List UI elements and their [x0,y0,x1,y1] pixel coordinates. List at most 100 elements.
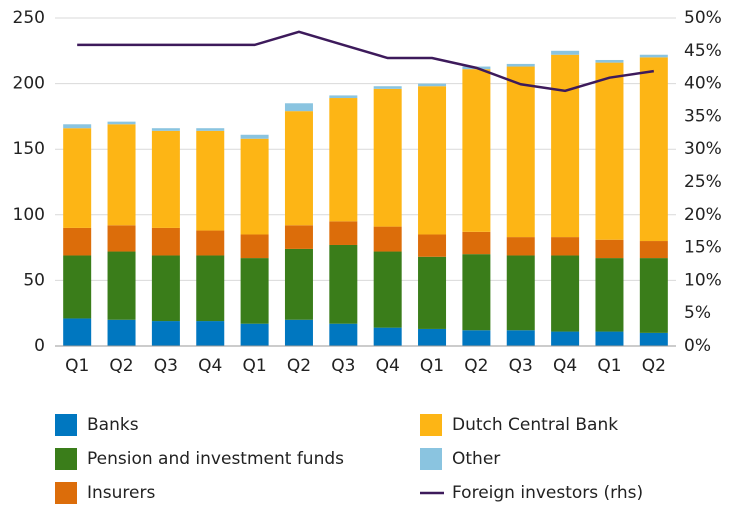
bar-segment [151,227,180,256]
y-tick-label: 200 [13,74,45,94]
bar-segment [373,86,402,89]
bar-segment [329,323,358,346]
bar-segment [639,241,668,259]
bar-segment [462,69,491,232]
y2-tick-label: 45% [684,41,722,61]
bar-segment [595,59,624,63]
bar-segment [196,321,225,346]
bar-segment [329,95,358,99]
y-tick-label: 100 [13,205,45,225]
bar-segment [639,332,668,346]
x-tick-label: Q1 [65,356,89,376]
y2-tick-label: 5% [684,303,711,323]
bar-segment [63,255,92,319]
legend-swatch [420,448,442,470]
y2-tick-label: 40% [684,74,722,94]
bar-segment [196,230,225,256]
x-tick-label: Q4 [553,356,577,376]
bar-segment [373,251,402,328]
y2-tick-label: 10% [684,270,722,290]
bar-segment [196,128,225,131]
bar-segment [462,254,491,331]
bar-segment [373,88,402,227]
bar-segment [329,98,358,222]
y2-tick-label: 25% [684,172,722,192]
bar-segment [284,319,313,346]
x-tick-label: Q2 [464,356,488,376]
x-tick-label: Q3 [509,356,533,376]
y-tick-label: 0 [34,336,45,356]
bar-segment [151,321,180,346]
bar-segment [462,330,491,346]
bar-segment [506,237,535,256]
y2-tick-label: 35% [684,106,722,126]
y-tick-label: 250 [13,8,45,28]
bar-segment [595,331,624,346]
x-tick-label: Q1 [243,356,267,376]
bar-segment [151,255,180,322]
bar-segment [196,130,225,231]
bar-segment [107,124,136,226]
y-tick-label: 150 [13,139,45,159]
bar-segment [506,255,535,331]
bar-segment [107,251,136,320]
bar-segment [595,258,624,332]
y-tick-label: 50 [23,270,45,290]
bar-segment [418,256,447,329]
legend-label: Foreign investors (rhs) [452,483,643,503]
bar-segment [240,234,269,259]
legend-label: Insurers [87,483,155,503]
legend-label: Pension and investment funds [87,449,344,469]
bar-segment [506,63,535,67]
bar-segment [151,130,180,228]
bar-segment [462,231,491,255]
legend-label: Dutch Central Bank [452,415,618,435]
x-tick-label: Q3 [154,356,178,376]
bar-segment [107,225,136,252]
legend-swatch [55,414,77,436]
legend-swatch [420,414,442,436]
bar-segment [595,239,624,259]
y2-tick-label: 50% [684,8,722,28]
bar-segment [418,328,447,346]
bar-segment [63,128,92,228]
bar-segment [107,121,136,125]
bar-segment [240,323,269,346]
legend-swatch [55,448,77,470]
x-tick-label: Q4 [198,356,222,376]
bar-segment [151,128,180,131]
bar-segment [418,234,447,257]
legend-swatch [55,482,77,504]
bar-segment [418,83,447,87]
x-tick-label: Q2 [287,356,311,376]
bar-segment [373,226,402,252]
x-tick-label: Q2 [109,356,133,376]
bar-segment [329,221,358,245]
bar-segment [551,50,580,55]
x-tick-label: Q3 [331,356,355,376]
x-tick-label: Q2 [642,356,666,376]
x-tick-label: Q4 [376,356,400,376]
bar-segment [418,86,447,235]
bar-segment [373,327,402,346]
bar-segment [595,62,624,240]
legend-label: Banks [87,415,139,435]
bar-segment [63,124,92,129]
bar-segment [240,138,269,235]
bar-segment [240,258,269,324]
bar-segment [240,134,269,139]
bar-segment [284,111,313,226]
bar-segment [551,331,580,346]
bar-segment [639,57,668,242]
bar-segment [284,248,313,320]
bar-segment [639,54,668,58]
y2-tick-label: 0% [684,336,711,356]
bar-segment [63,227,92,256]
bar-segment [196,255,225,322]
y2-tick-label: 15% [684,238,722,258]
legend-label: Other [452,449,500,469]
x-tick-label: Q1 [597,356,621,376]
y2-tick-label: 20% [684,205,722,225]
